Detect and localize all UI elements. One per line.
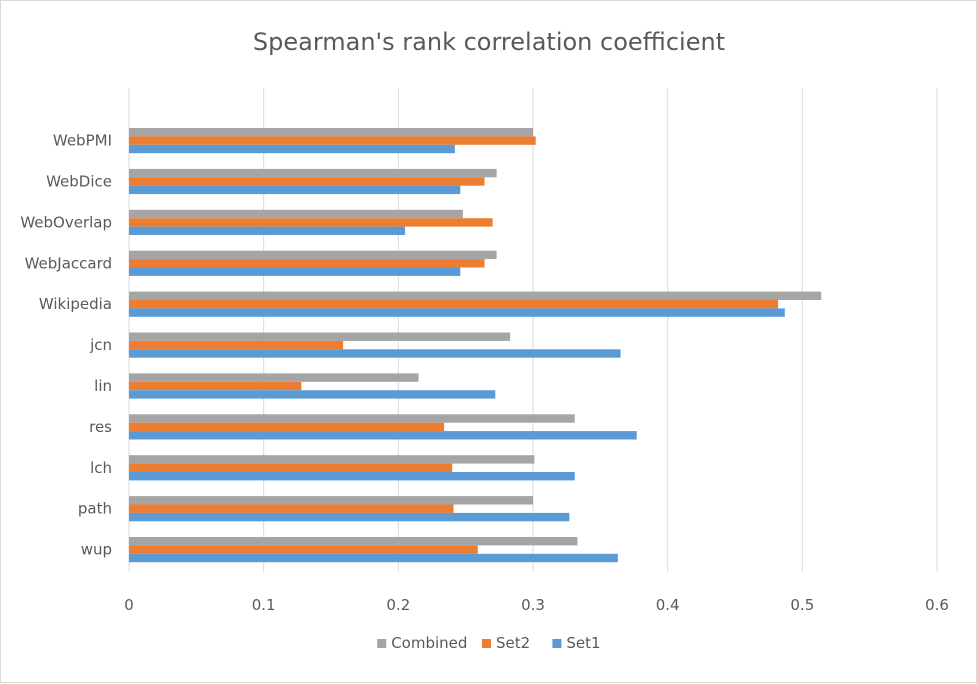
- bar-wup-set2: [129, 545, 478, 554]
- bar-webpmi-set1: [129, 144, 455, 154]
- chart-title: Spearman's rank correlation coefficient: [253, 28, 725, 56]
- bar-path-combined: [129, 496, 533, 505]
- bar-path-set2: [129, 504, 454, 513]
- category-label-wikipedia: Wikipedia: [39, 295, 112, 313]
- bar-webdice-combined: [129, 168, 497, 178]
- bar-path-set1: [129, 512, 570, 522]
- x-tick-label: 0.1: [252, 596, 276, 614]
- bar-res-set2: [129, 422, 445, 432]
- bar-lch-set2: [129, 463, 453, 472]
- bar-lin-combined: [129, 373, 419, 382]
- bar-wup-combined: [129, 537, 578, 546]
- legend-swatch-combined: [377, 639, 387, 648]
- bar-wikipedia-combined: [129, 291, 822, 300]
- category-label-res: res: [89, 418, 112, 436]
- bar-wikipedia-set1: [129, 308, 785, 317]
- category-label-webpmi: WebPMI: [53, 132, 112, 150]
- category-label-lin: lin: [94, 377, 112, 395]
- x-tick-label: 0.3: [521, 596, 545, 614]
- bar-webpmi-set2: [129, 136, 536, 145]
- bar-webjaccard-combined: [129, 250, 497, 260]
- bar-weboverlap-combined: [129, 209, 463, 219]
- category-label-jcn: jcn: [89, 336, 112, 354]
- bar-webpmi-combined: [129, 128, 533, 137]
- bar-jcn-set2: [129, 340, 344, 350]
- legend-item-set1: Set1: [552, 634, 601, 652]
- bar-webdice-set1: [129, 185, 461, 195]
- legend-label-set1: Set1: [566, 634, 600, 652]
- bar-webdice-set2: [129, 177, 485, 186]
- x-tick-label: 0: [124, 596, 134, 614]
- legend-swatch-set2: [482, 639, 491, 648]
- x-tick-label: 0.2: [386, 596, 410, 614]
- legend-item-combined: Combined: [377, 634, 467, 652]
- category-label-webjaccard: WebJaccard: [25, 254, 112, 272]
- bar-weboverlap-set1: [129, 226, 406, 235]
- bar-webjaccard-set2: [129, 259, 485, 268]
- legend-item-set2: Set2: [482, 634, 530, 652]
- bar-jcn-combined: [129, 332, 511, 341]
- bar-res-combined: [129, 414, 575, 423]
- gridlines: [128, 88, 938, 572]
- bar-lin-set1: [129, 390, 496, 399]
- category-label-path: path: [78, 500, 112, 518]
- category-label-webdice: WebDice: [46, 173, 112, 191]
- legend-label-set2: Set2: [496, 634, 530, 652]
- bar-lin-set2: [129, 381, 302, 391]
- category-labels: WebPMI WebDice WebOverlap WebJaccard Wikiped…: [20, 132, 112, 559]
- x-tick-label: 0.4: [656, 596, 680, 614]
- bar-weboverlap-set2: [129, 218, 493, 227]
- bar-wup-set1: [129, 553, 618, 563]
- bars: [129, 128, 822, 563]
- category-label-weboverlap: WebOverlap: [20, 213, 112, 231]
- x-tick-label: 0.6: [925, 596, 949, 614]
- bar-lch-combined: [129, 455, 535, 464]
- bar-wikipedia-set2: [129, 300, 779, 309]
- x-axis-tick-labels: 0 0.1 0.2 0.3 0.4 0.5 0.6: [124, 596, 949, 614]
- bar-webjaccard-set1: [129, 267, 461, 276]
- category-label-lch: lch: [90, 459, 112, 477]
- category-label-wup: wup: [81, 541, 112, 559]
- bar-lch-set1: [129, 472, 575, 481]
- legend-label-combined: Combined: [391, 634, 467, 652]
- legend-swatch-set1: [552, 639, 562, 648]
- x-tick-label: 0.5: [790, 596, 814, 614]
- bar-jcn-set1: [129, 349, 621, 358]
- legend: Combined Set2 Set1: [377, 634, 601, 652]
- bar-res-set1: [129, 431, 637, 440]
